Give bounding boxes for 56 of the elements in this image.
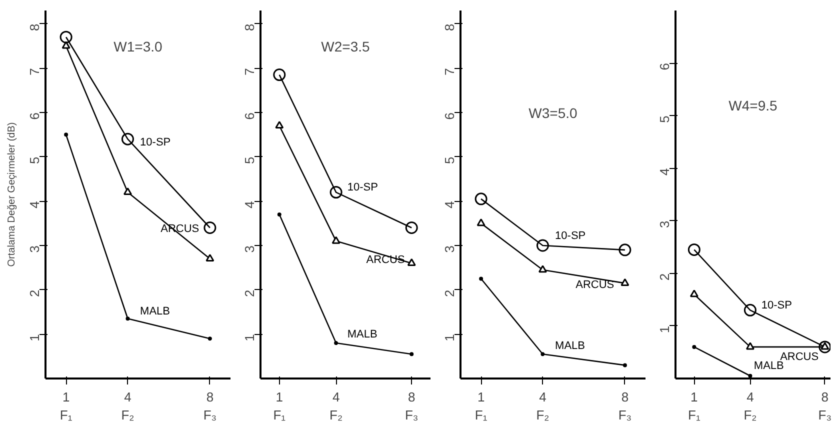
y-tick-label: 6 [27,112,42,120]
x-tick-label: 8 F₃ [203,390,217,422]
text: W3=5.0 [528,104,578,121]
y-tick-label: 8 [442,24,457,32]
y-tick-label: 3 [657,220,672,228]
y-tick-label: 8 [242,24,257,32]
y-tick-label: 6 [657,63,672,70]
y-tick-label: 5 [27,156,42,164]
y-tick-label: 5 [242,156,257,164]
y-tick-label: 4 [442,201,457,208]
text: W2=3.5 [321,38,370,55]
y-tick-label: 2 [442,290,457,298]
series-label: MALB [754,360,784,372]
x-tick-label: 1 F₁ [273,390,286,422]
y-tick-label: 5 [657,116,672,123]
y-tick-label: 4 [657,168,672,176]
series-label: MALB [140,306,170,318]
y-tick-label: 6 [242,112,257,120]
y-tick-label: 6 [442,112,457,120]
y-tick-label: 2 [27,290,42,298]
x-tick-label: 8 F₃ [818,390,832,422]
y-tick-label: 2 [657,273,672,281]
x-tick-label: 1 F₁ [60,390,73,422]
y-axis-title: Ortalama Değer Geçirmeler (dB) [6,122,18,267]
y-tick-label: 1 [27,334,42,342]
series-label: MALB [347,328,378,341]
y-tick-label: 2 [242,290,257,298]
x-tick-label: 4 F₂ [744,390,757,422]
y-tick-label: 7 [27,68,42,76]
y-tick-label: 3 [442,245,457,253]
x-tick-label: 4 F₂ [536,390,550,422]
x-tick-label: 1 F₁ [474,390,488,422]
text: W4=9.5 [728,98,778,114]
series-label: MALB [555,340,586,352]
y-tick-label: 1 [242,334,257,342]
y-tick-label: 1 [657,326,672,334]
y-tick-label: 5 [442,156,457,164]
y-tick-label: 7 [442,68,457,76]
series-label: ARCUS [576,279,614,292]
y-tick-label: 8 [27,24,42,32]
x-tick-label: 4 F₂ [121,390,134,422]
series-label: 10-SP [761,300,792,312]
y-tick-label: 4 [242,201,257,208]
y-tick-label: 4 [27,201,42,208]
series-label: 10-SP [140,136,171,148]
series-label: 10-SP [347,182,378,194]
x-tick-label: 8 F₃ [618,390,632,422]
y-tick-label: 3 [242,245,257,253]
x-tick-label: 4 F₂ [330,390,343,422]
text: W1=3.0 [114,38,163,55]
x-tick-label: 1 F₁ [688,390,701,422]
y-tick-label: 1 [442,334,457,342]
x-tick-label: 8 F₃ [404,390,418,422]
y-tick-label: 7 [242,68,257,76]
series-label: 10-SP [555,230,586,242]
y-tick-label: 3 [27,245,42,253]
